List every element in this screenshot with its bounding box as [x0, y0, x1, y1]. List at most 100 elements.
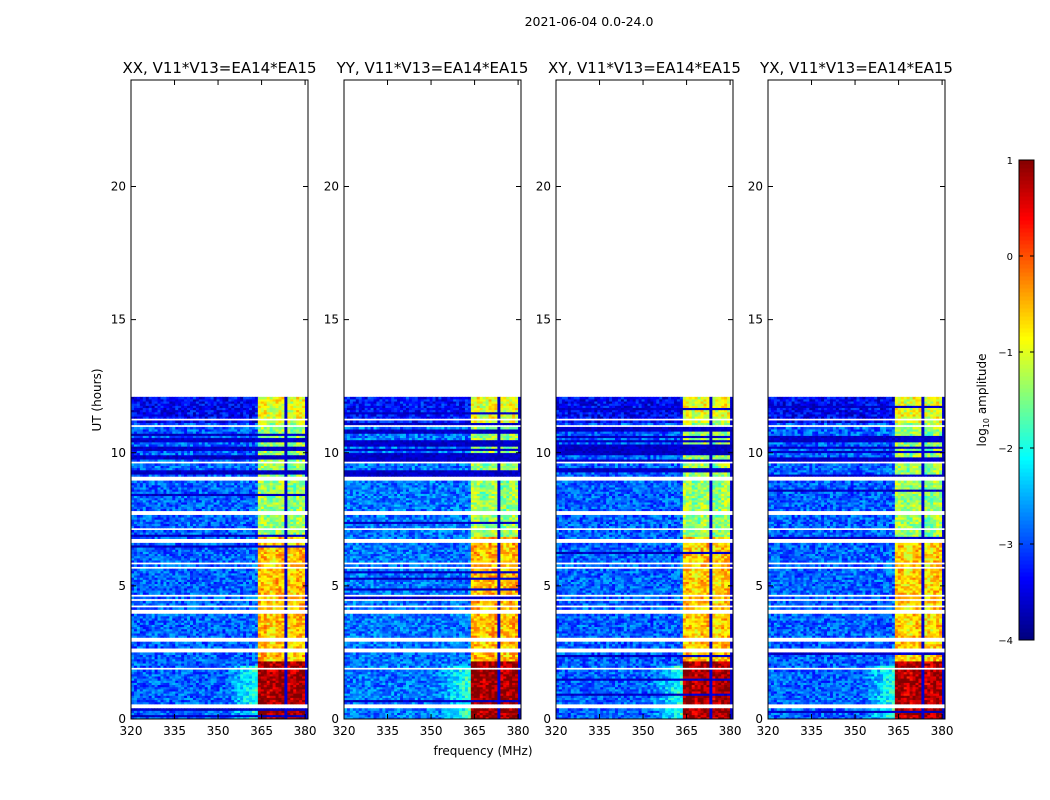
heatmap-cell	[166, 670, 169, 673]
heatmap-cell	[187, 670, 190, 673]
heatmap-cell	[149, 670, 152, 673]
heatmap-cell	[152, 708, 155, 711]
heatmap-cell	[293, 708, 296, 711]
heatmap-cell	[169, 670, 172, 673]
heatmap-xx	[131, 397, 308, 720]
heatmap-cell	[270, 708, 273, 711]
heatmap-cell	[205, 670, 208, 673]
heatmap-cell	[296, 708, 299, 711]
heatmap-cell	[246, 670, 249, 673]
heatmap-cell	[273, 708, 276, 711]
heatmap-cell	[214, 708, 217, 711]
heatmap-cell	[220, 670, 223, 673]
heatmap-cell	[281, 708, 284, 711]
heatmap-cell	[184, 670, 187, 673]
heatmap-cell	[199, 708, 202, 711]
heatmap-cell	[181, 670, 184, 673]
heatmap-cell	[211, 708, 214, 711]
heatmap-cell	[172, 708, 175, 711]
heatmap-cell	[190, 670, 193, 673]
heatmap-cell	[276, 708, 279, 711]
heatmap-cell	[284, 670, 287, 673]
heatmap-cell	[178, 670, 181, 673]
heatmap-cell	[243, 670, 246, 673]
heatmap-cell	[187, 708, 190, 711]
heatmap-cell	[134, 708, 137, 711]
heatmap-cell	[249, 670, 252, 673]
heatmap-cell	[181, 708, 184, 711]
heatmap-cell	[137, 708, 140, 711]
heatmap-cell	[243, 708, 246, 711]
heatmap-cell	[261, 670, 264, 673]
heatmap-cell	[131, 708, 134, 711]
heatmap-cell	[287, 708, 290, 711]
heatmap-cell	[225, 708, 228, 711]
heatmap-cell	[202, 708, 205, 711]
heatmap-cell	[240, 670, 243, 673]
heatmap-cell	[143, 670, 146, 673]
heatmap-cell	[273, 670, 276, 673]
heatmap-cell	[299, 708, 302, 711]
heatmap-cell	[140, 708, 143, 711]
heatmap-cell	[140, 670, 143, 673]
heatmap-cell	[228, 708, 231, 711]
heatmap-cell	[155, 670, 158, 673]
heatmap-cell	[143, 708, 146, 711]
heatmap-cell	[231, 670, 234, 673]
heatmap-cell	[169, 708, 172, 711]
heatmap-cell	[199, 670, 202, 673]
panel-title: XX, V11*V13=EA14*EA15	[122, 59, 316, 77]
heatmap-cell	[163, 708, 166, 711]
heatmap-cell	[222, 670, 225, 673]
heatmap-cell	[184, 708, 187, 711]
heatmap-cell	[240, 708, 243, 711]
heatmap-cell	[146, 708, 149, 711]
heatmap-cell	[264, 670, 267, 673]
heatmap-cell	[290, 708, 293, 711]
heatmap-cell	[234, 708, 237, 711]
heatmap-cell	[246, 708, 249, 711]
heatmap-cell	[166, 708, 169, 711]
heatmap-cell	[172, 670, 175, 673]
heatmap-cell	[276, 670, 279, 673]
heatmap-cell	[196, 708, 199, 711]
heatmap-cell	[228, 670, 231, 673]
heatmap-cell	[302, 708, 305, 711]
heatmap-cell	[258, 670, 261, 673]
figure: 2021-06-04 0.0-24.0 XX, V11*V13=EA14*EA1…	[0, 0, 1050, 800]
heatmap-cell	[152, 670, 155, 673]
heatmap-cell	[161, 670, 164, 673]
heatmap-cell	[211, 670, 214, 673]
heatmap-cell	[267, 708, 270, 711]
heatmap-cell	[234, 670, 237, 673]
heatmap-cell	[270, 670, 273, 673]
heatmap-cell	[252, 670, 255, 673]
heatmap-cell	[163, 670, 166, 673]
heatmap-cell	[175, 708, 178, 711]
heatmap-cell	[155, 708, 158, 711]
heatmap-cell	[222, 708, 225, 711]
figure-suptitle: 2021-06-04 0.0-24.0	[525, 14, 654, 29]
heatmap-cell	[208, 708, 211, 711]
heatmap-cell	[261, 708, 264, 711]
heatmap-cell	[225, 670, 228, 673]
heatmap-cell	[217, 670, 220, 673]
heatmap-cell	[202, 670, 205, 673]
heatmap-cell	[161, 708, 164, 711]
heatmap-cell	[220, 708, 223, 711]
heatmap-cell	[264, 708, 267, 711]
heatmap-cell	[255, 670, 258, 673]
heatmap-cell	[131, 670, 134, 673]
heatmap-cell	[279, 670, 282, 673]
heatmap-cell	[255, 708, 258, 711]
heatmap-cell	[249, 708, 252, 711]
heatmap-cell	[137, 670, 140, 673]
heatmap-cell	[175, 670, 178, 673]
heatmap-cell	[205, 708, 208, 711]
heatmap-cell	[158, 708, 161, 711]
heatmap-cell	[193, 670, 196, 673]
heatmap-cell	[237, 670, 240, 673]
heatmap-cell	[158, 670, 161, 673]
heatmap-cell	[267, 670, 270, 673]
